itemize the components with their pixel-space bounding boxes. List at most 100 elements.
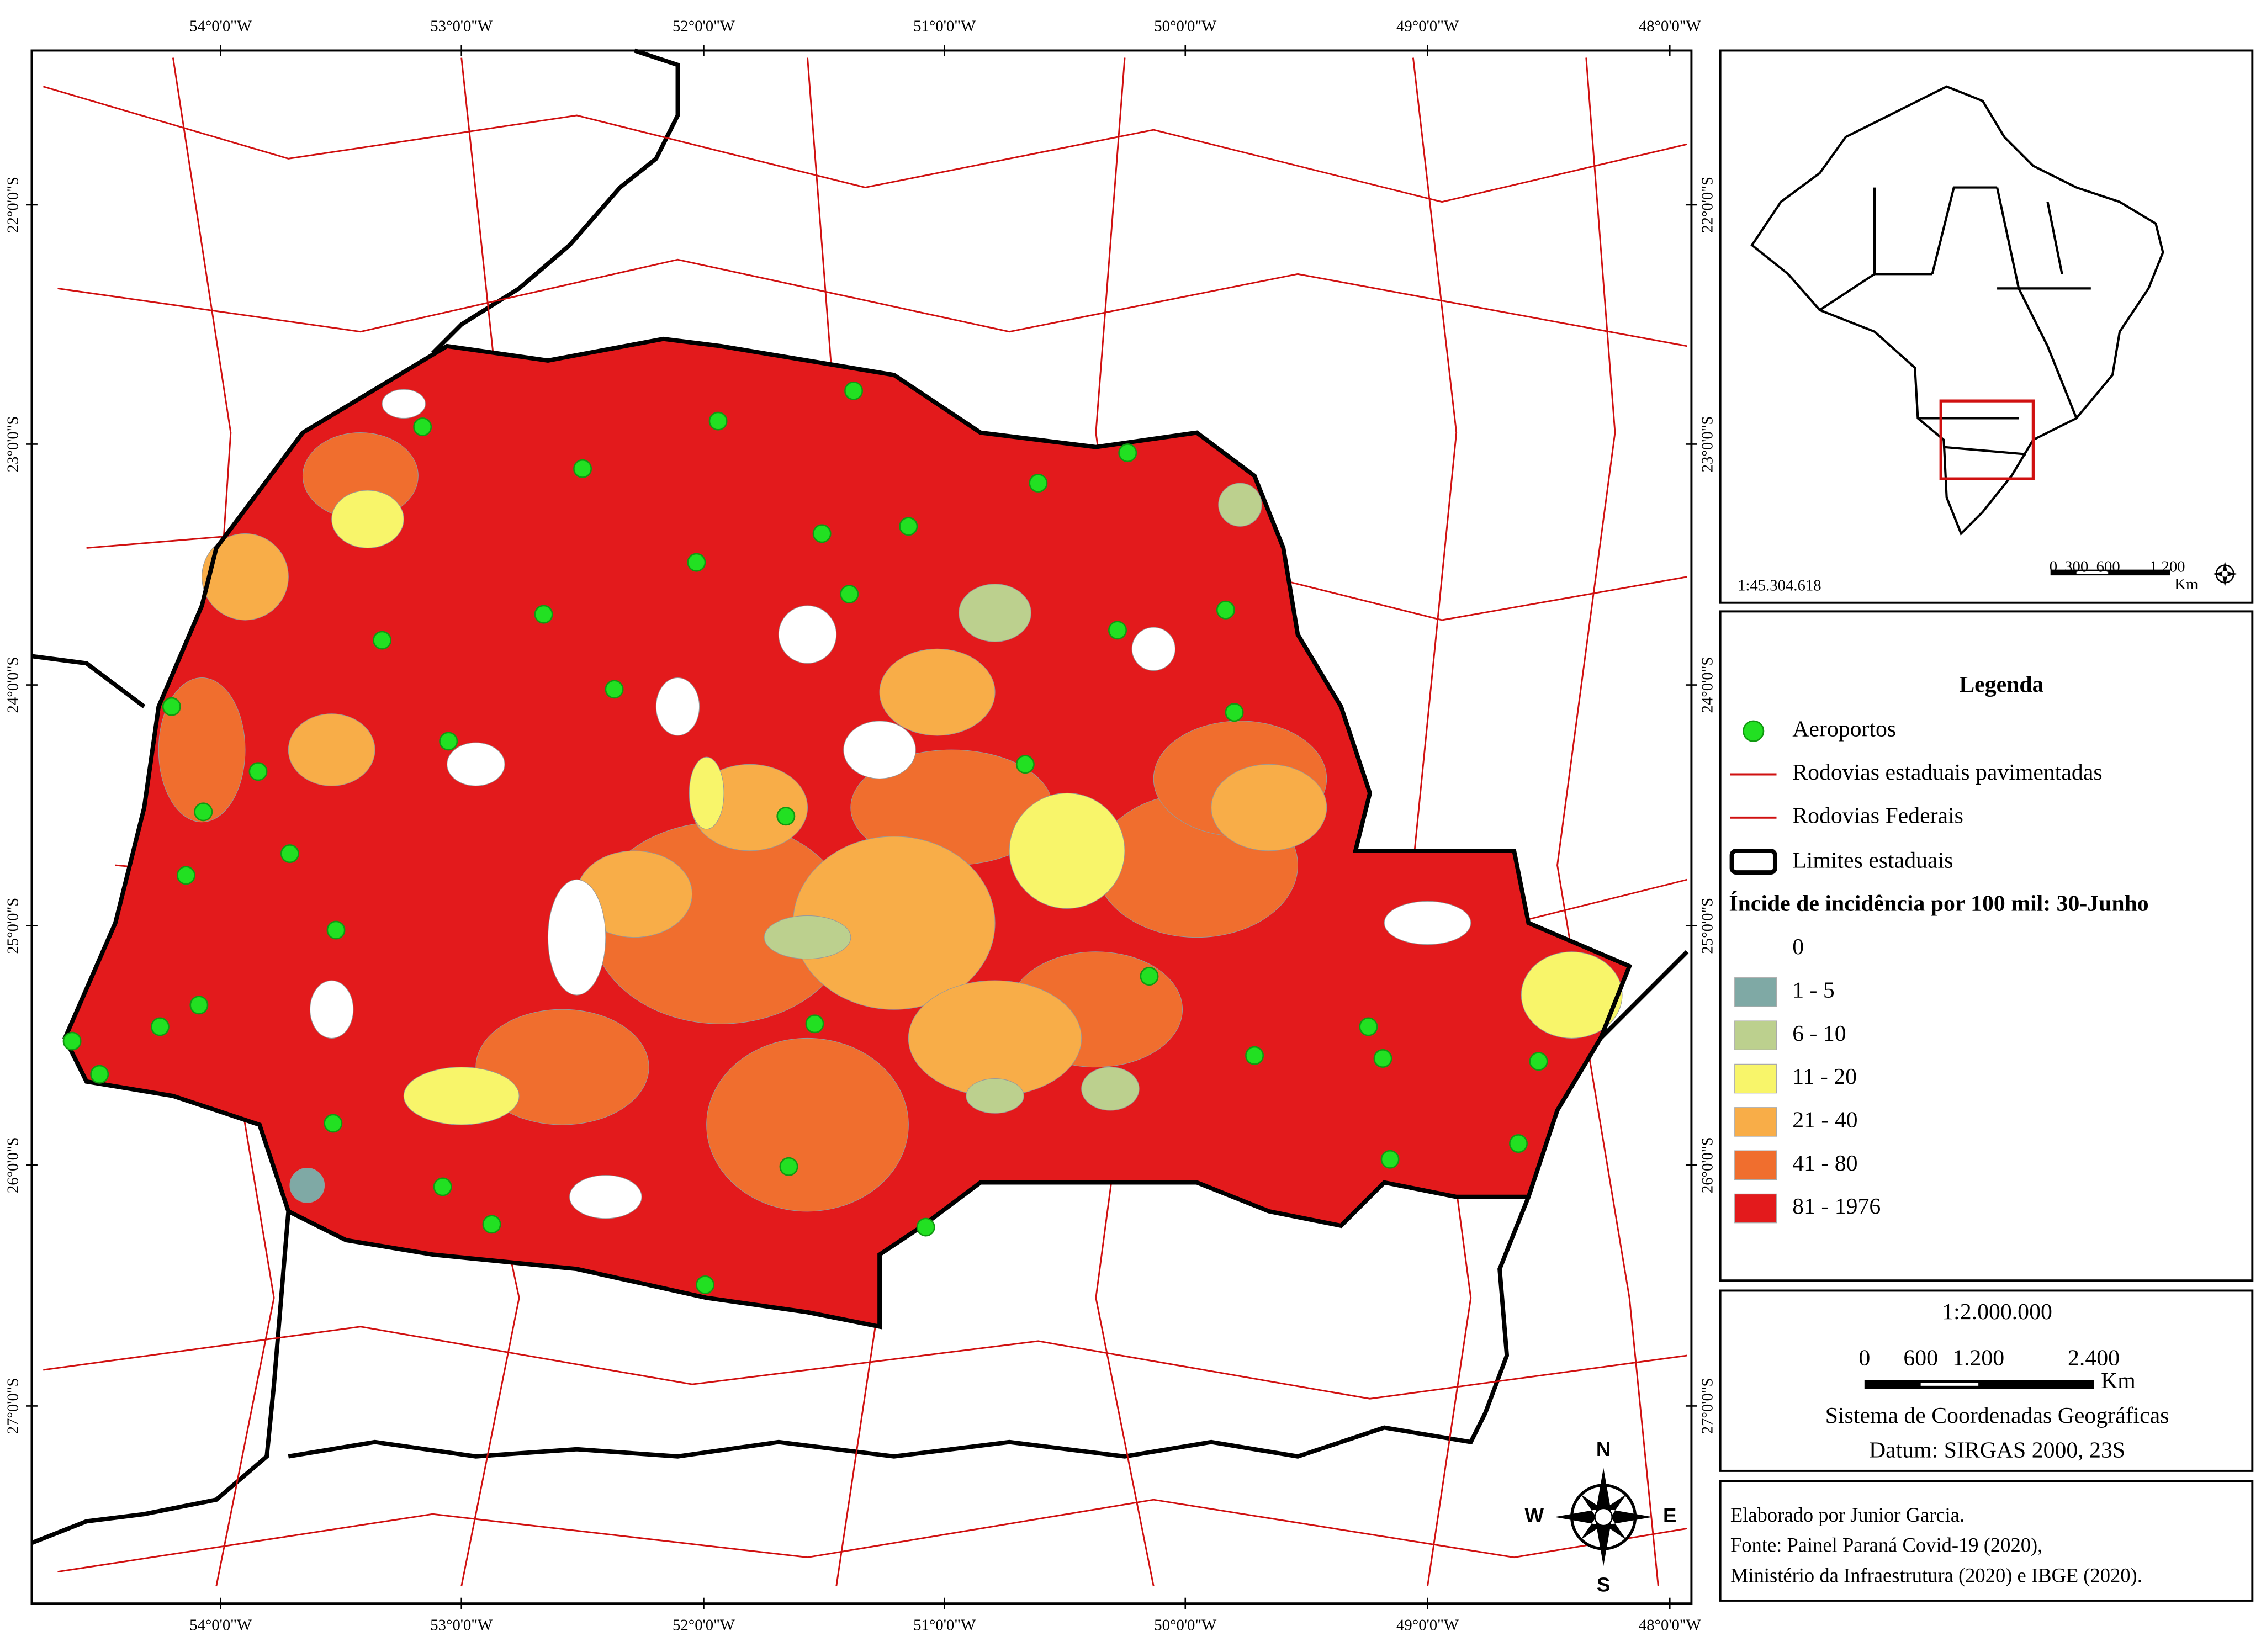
airport bbox=[779, 1157, 798, 1176]
legend-item: Rodovias estaduais pavimentadas bbox=[1792, 760, 2102, 785]
class-label: 21 - 40 bbox=[1792, 1107, 1857, 1132]
airport bbox=[1216, 600, 1235, 620]
airport bbox=[162, 697, 181, 716]
scalebar-label: 600 bbox=[1903, 1345, 1938, 1370]
compass-letter: E bbox=[1663, 1504, 1676, 1527]
incidence-area bbox=[959, 584, 1031, 642]
longitude-label: 49°0'0"W bbox=[1396, 1617, 1459, 1634]
inset-scalebar bbox=[2050, 569, 2170, 576]
airport bbox=[1108, 621, 1127, 640]
airport bbox=[248, 762, 268, 781]
incidence-area bbox=[447, 742, 505, 786]
airport bbox=[482, 1215, 501, 1234]
airport bbox=[1529, 1052, 1548, 1071]
inset-scalebar-unit: Km bbox=[2174, 575, 2198, 593]
state-limit bbox=[431, 48, 680, 355]
state-limit bbox=[288, 1196, 1531, 1459]
scalebar bbox=[1864, 1380, 2094, 1389]
parana-outline bbox=[62, 336, 1633, 1330]
incidence-area bbox=[1384, 901, 1471, 945]
airport bbox=[413, 417, 432, 437]
incidence-area bbox=[1131, 627, 1175, 671]
brazil-outline bbox=[1750, 85, 2164, 536]
airport bbox=[90, 1065, 109, 1084]
incidence-area bbox=[288, 713, 375, 786]
airport bbox=[534, 605, 553, 624]
scalebar-label: 0 bbox=[1858, 1345, 1870, 1370]
incidence-area bbox=[843, 721, 916, 779]
longitude-label: 53°0'0"W bbox=[430, 1617, 493, 1634]
longitude-label: 54°0'0"W bbox=[189, 1617, 252, 1634]
airport bbox=[189, 996, 209, 1015]
longitude-label: 52°0'0"W bbox=[673, 1617, 735, 1634]
airport bbox=[687, 553, 706, 572]
longitude-label: 48°0'0"W bbox=[1639, 17, 1702, 35]
airport bbox=[1245, 1046, 1264, 1065]
state-limit bbox=[31, 1211, 291, 1545]
airport bbox=[812, 524, 832, 543]
legend-frame bbox=[1719, 610, 2254, 1282]
state-limit bbox=[1599, 950, 1689, 1040]
road bbox=[57, 1499, 1687, 1573]
airport bbox=[899, 517, 918, 536]
airport bbox=[916, 1217, 935, 1237]
legend: Legenda Aeroportos Rodovias estaduais pa… bbox=[1729, 672, 2149, 1224]
airport bbox=[373, 631, 392, 650]
class-label: 0 bbox=[1792, 934, 1804, 960]
incidence-area bbox=[569, 1175, 642, 1219]
compass: N S W E bbox=[1525, 1438, 1677, 1596]
road bbox=[1556, 57, 1659, 1586]
latitude-label: 24°0'0"S bbox=[4, 657, 22, 713]
incidence-area bbox=[1081, 1067, 1140, 1111]
legend-item: Rodovias Federais bbox=[1792, 803, 1963, 828]
airport bbox=[573, 459, 592, 478]
airport bbox=[1118, 443, 1137, 463]
class-label: 81 - 1976 bbox=[1792, 1194, 1881, 1219]
road bbox=[43, 1326, 1687, 1400]
compass-hub bbox=[1594, 1507, 1613, 1527]
study-area-box bbox=[1939, 399, 2035, 480]
scalebar-unit: Km bbox=[2101, 1368, 2136, 1394]
road bbox=[43, 86, 1687, 203]
incidence-area bbox=[706, 1037, 909, 1212]
airport-symbol bbox=[1743, 720, 1765, 742]
class-label: 11 - 20 bbox=[1792, 1064, 1857, 1089]
class-swatch bbox=[1734, 1107, 1777, 1137]
longitude-label: 53°0'0"W bbox=[430, 17, 493, 35]
credit-line: Fonte: Painel Paraná Covid-19 (2020), bbox=[1730, 1534, 2042, 1556]
inset-scalebar-segment bbox=[2076, 571, 2109, 574]
airport bbox=[433, 1177, 452, 1196]
airport bbox=[176, 866, 195, 885]
airport bbox=[194, 802, 213, 822]
incidence-area bbox=[547, 879, 606, 996]
latitude-label: 26°0'0"S bbox=[1698, 1137, 1716, 1193]
incidence-area bbox=[1211, 764, 1327, 851]
airport bbox=[326, 920, 346, 940]
incidence-area bbox=[202, 533, 289, 621]
airport bbox=[696, 1275, 715, 1294]
datum: Datum: SIRGAS 2000, 23S bbox=[1869, 1438, 2125, 1463]
airport bbox=[280, 844, 299, 864]
class-swatch bbox=[1734, 977, 1777, 1007]
incidence-area bbox=[158, 677, 246, 823]
legend-title: Legenda bbox=[1959, 672, 2043, 697]
legend-item: Limites estaduais bbox=[1792, 848, 1953, 873]
latitude-label: 22°0'0"S bbox=[1698, 177, 1716, 233]
compass-letter: S bbox=[1597, 1573, 1610, 1596]
airport bbox=[439, 732, 458, 751]
inset-compass bbox=[2212, 560, 2238, 587]
airport bbox=[1359, 1017, 1378, 1036]
latitude-label: 23°0'0"S bbox=[4, 416, 22, 473]
classes-title: Íncide de incidência por 100 mil: 30-Jun… bbox=[1729, 891, 2148, 917]
airport bbox=[805, 1014, 824, 1034]
longitude-label: 50°0'0"W bbox=[1154, 1617, 1217, 1634]
credits-frame bbox=[1719, 1480, 2254, 1602]
incidence-area bbox=[778, 605, 837, 664]
airport bbox=[324, 1114, 343, 1133]
airport bbox=[1140, 967, 1159, 986]
airport bbox=[62, 1031, 82, 1051]
incidence-area bbox=[1218, 483, 1262, 527]
inset-scalebar-label: 300 bbox=[2064, 558, 2088, 576]
